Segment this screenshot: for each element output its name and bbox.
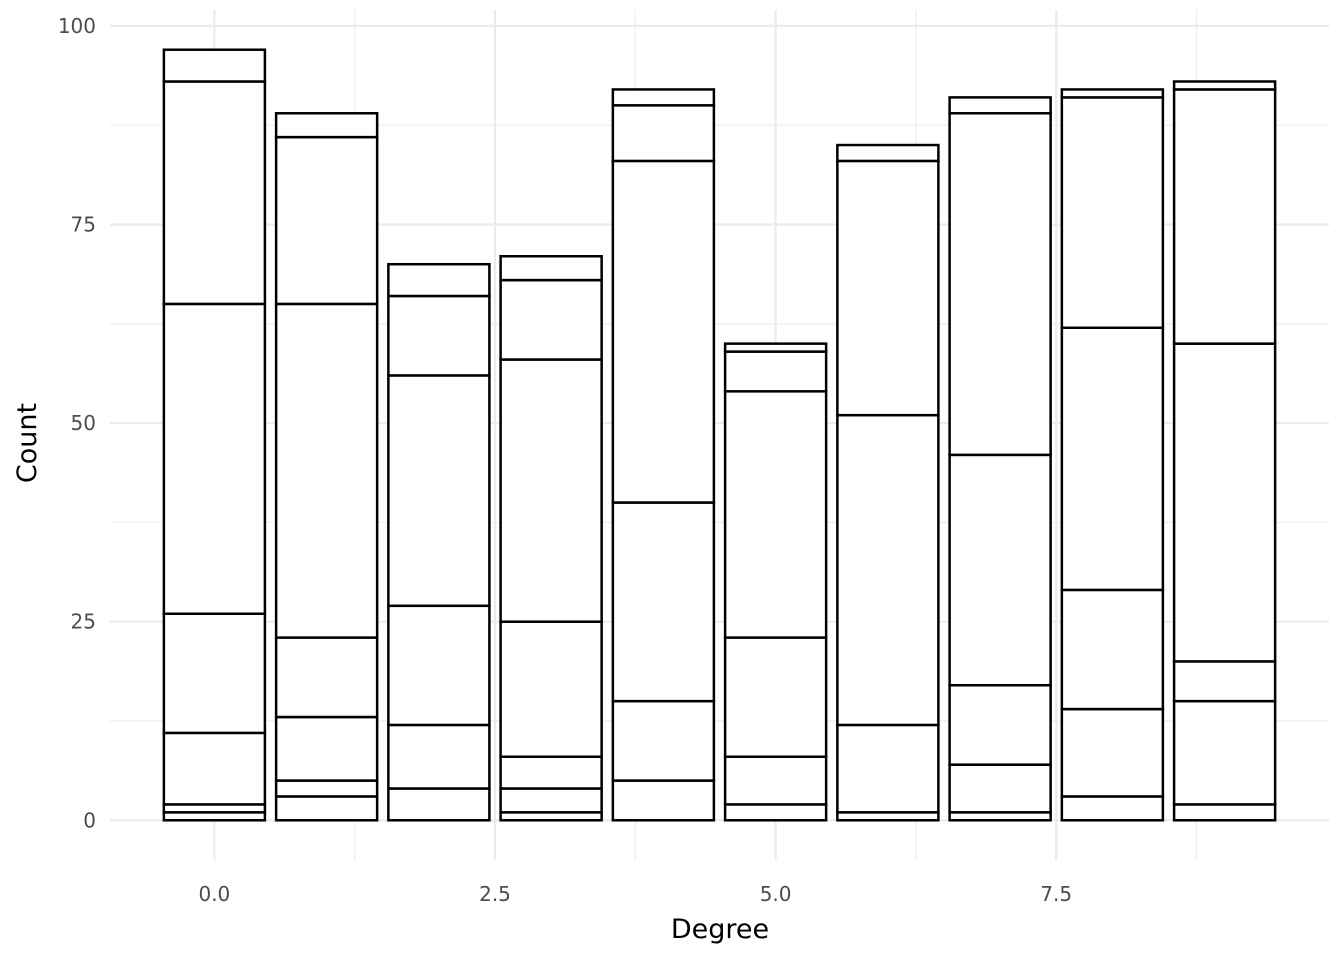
x-tick-label: 7.5: [1040, 882, 1072, 906]
bar-stack: [162, 48, 267, 822]
bar-segment: [162, 612, 267, 735]
bar-segment: [611, 88, 716, 107]
bar-segment: [723, 636, 828, 758]
bar-segment: [723, 342, 828, 353]
x-tick-label: 2.5: [479, 882, 511, 906]
bar-segment: [162, 731, 267, 806]
bar-stack: [611, 88, 716, 822]
bar-segment: [499, 755, 603, 790]
bar-segment: [274, 302, 379, 639]
bar-segment: [1172, 88, 1277, 345]
bar-segment: [499, 255, 603, 282]
x-axis-title: Degree: [671, 914, 769, 945]
y-tick-label: 100: [58, 14, 96, 38]
bar-segment: [499, 620, 603, 758]
bar-segment: [723, 390, 828, 639]
bar-segment: [162, 302, 267, 615]
bar-segment: [611, 159, 716, 504]
bar-segment: [387, 374, 491, 608]
bar-segment: [274, 112, 379, 139]
bar-segment: [1172, 660, 1277, 703]
bar-segment: [948, 453, 1052, 687]
bar-stack: [499, 255, 603, 822]
bar-segment: [611, 104, 716, 163]
bar-stack: [387, 262, 491, 822]
bar-stack: [274, 112, 379, 822]
bar-segment: [387, 723, 491, 790]
bar-segment: [387, 787, 491, 822]
bar-segment: [723, 350, 828, 393]
bar-segment: [499, 358, 603, 623]
bar-segment: [836, 143, 940, 163]
bar-segment: [948, 763, 1052, 814]
bar-stack: [1060, 88, 1165, 822]
y-tick-label: 0: [83, 808, 96, 832]
y-axis-title: Count: [12, 403, 43, 483]
bar-segment: [723, 755, 828, 806]
bar-segment: [611, 779, 716, 822]
bar-segment: [162, 48, 267, 83]
bar-segment: [387, 262, 491, 298]
bar-segment: [274, 715, 379, 782]
bar-segment: [836, 413, 940, 727]
bar-segment: [948, 96, 1052, 115]
bar-segment: [1172, 342, 1277, 663]
bar-segment: [1172, 699, 1277, 806]
bar-segment: [387, 604, 491, 727]
bar-segment: [836, 723, 940, 814]
bar-segment: [611, 501, 716, 703]
bars: [162, 48, 1277, 822]
bar-segment: [1172, 80, 1277, 91]
bar-segment: [948, 683, 1052, 766]
bar-stack: [836, 143, 940, 822]
bar-segment: [611, 699, 716, 782]
bar-segment: [836, 159, 940, 417]
bar-stack: [948, 96, 1052, 822]
bar-segment: [723, 803, 828, 822]
bar-segment: [1060, 88, 1165, 99]
x-tick-label: 0.0: [198, 882, 230, 906]
bar-stack: [1172, 80, 1277, 822]
bar-segment: [1060, 588, 1165, 711]
bar-segment: [274, 779, 379, 798]
tick-labels: 0.0 2.5 5.0 7.5 0 25 50 75 100: [58, 14, 1072, 906]
x-tick-label: 5.0: [760, 882, 792, 906]
y-tick-label: 75: [71, 212, 96, 236]
y-tick-label: 50: [71, 411, 96, 435]
bar-segment: [1060, 96, 1165, 330]
bar-segment: [274, 795, 379, 822]
bar-segment: [1060, 707, 1165, 798]
bar-segment: [387, 294, 491, 377]
y-tick-label: 25: [71, 610, 96, 634]
bar-segment: [1172, 803, 1277, 822]
bar-segment: [274, 636, 379, 719]
bar-segment: [948, 112, 1052, 457]
bar-segment: [1060, 795, 1165, 822]
bar-segment: [162, 80, 267, 306]
bar-segment: [499, 278, 603, 361]
bar-segment: [274, 135, 379, 306]
bar-stack: [723, 342, 828, 822]
bar-segment: [499, 787, 603, 814]
bar-segment: [1060, 326, 1165, 592]
